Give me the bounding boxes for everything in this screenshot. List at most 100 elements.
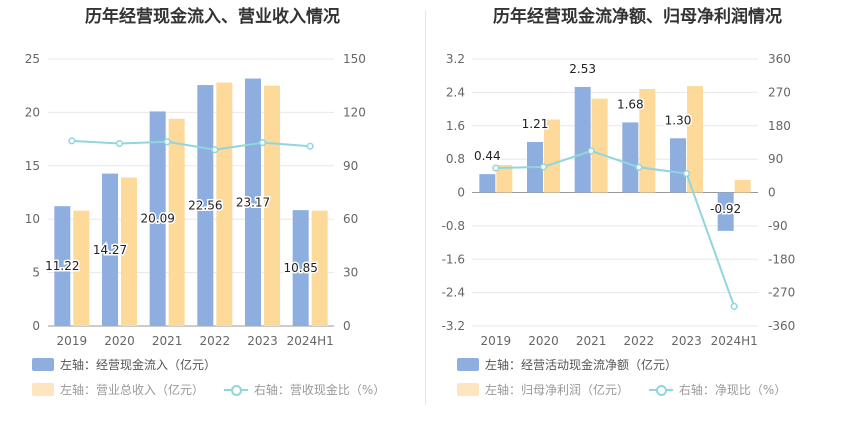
x-tick-label: 2019 xyxy=(57,334,88,348)
line-point xyxy=(682,170,691,178)
bar xyxy=(591,98,608,193)
bar xyxy=(197,85,214,326)
y-tick-label-left: -2.4 xyxy=(442,286,465,300)
legend-row-2: 左轴：归母净利润（亿元） 右轴：净现比（%） xyxy=(457,381,802,399)
bar xyxy=(670,138,686,193)
y-tick-label-right: 120 xyxy=(343,105,366,119)
bar xyxy=(73,210,90,326)
x-tick-label: 2021 xyxy=(152,334,183,348)
legend-swatch-blue xyxy=(32,358,54,371)
legend-item-net-cash-flow[interactable]: 左轴：经营活动现金流净额（亿元） xyxy=(457,356,677,373)
data-label: 11.22 xyxy=(45,259,79,273)
y-tick-label-right: -180 xyxy=(768,252,795,266)
legend-swatch-orange xyxy=(457,383,479,396)
bar xyxy=(687,86,703,193)
chart-panel-right: 历年经营现金流净额、归母净利润情况 -3.2 -360 -2.4 -270 -1.6 -1… xyxy=(425,0,850,437)
legend-item-net-cash-ratio[interactable]: 右轴：净现比（%） xyxy=(648,381,787,398)
line-point xyxy=(211,146,219,154)
legend-label: 左轴：经营现金流入（亿元） xyxy=(60,358,217,372)
data-label: 20.09 xyxy=(140,212,174,226)
bar xyxy=(54,206,71,326)
line-point xyxy=(258,139,267,147)
y-tick-label-left: 2.4 xyxy=(446,85,465,99)
data-label: 14.27 xyxy=(93,243,127,257)
legend-label: 左轴：营业总收入（亿元） xyxy=(60,383,205,397)
y-tick-label-left: 0 xyxy=(32,319,40,333)
y-tick-label-left: 1.6 xyxy=(446,119,465,133)
bar xyxy=(717,192,734,231)
chart-title: 历年经营现金流入、营业收入情况 xyxy=(85,7,340,27)
legend-item-ratio[interactable]: 右轴：营收现金比（%） xyxy=(223,381,386,398)
x-tick-label: 2022 xyxy=(624,334,655,348)
y-tick-label-right: 360 xyxy=(768,52,791,66)
y-tick-label-left: 3.2 xyxy=(446,52,465,66)
bar xyxy=(168,118,185,326)
data-label: 1.21 xyxy=(522,117,549,131)
legend-row-2: 左轴：营业总收入（亿元） 右轴：营收现金比（%） xyxy=(32,381,401,399)
x-tick-label: 2019 xyxy=(481,334,512,348)
bar xyxy=(574,86,591,193)
y-tick-label-left: -1.6 xyxy=(442,252,465,266)
data-label: -0.92 xyxy=(710,202,741,216)
y-tick-label-left: 25 xyxy=(25,52,40,66)
data-label: 1.68 xyxy=(617,97,644,111)
y-tick-label-right: 150 xyxy=(343,52,366,66)
bar xyxy=(216,82,233,326)
y-tick-label-left: 10 xyxy=(25,212,40,226)
line-point xyxy=(587,147,595,155)
bar xyxy=(292,210,309,326)
bar xyxy=(264,85,280,326)
chart-panel-left: 历年经营现金流入、营业收入情况 0 0 5 30 10 60 15 90 20 120 25 150 1… xyxy=(25,7,401,399)
data-label: 10.85 xyxy=(283,261,317,275)
legend-row-1: 左轴：经营现金流入（亿元） xyxy=(32,356,232,374)
ratio-line xyxy=(71,139,311,151)
legend-label: 左轴：归母净利润（亿元） xyxy=(485,383,630,397)
data-label: 2.53 xyxy=(569,62,596,76)
ratio-line xyxy=(495,149,736,307)
legend-item-revenue[interactable]: 左轴：营业总收入（亿元） xyxy=(32,381,204,398)
bar xyxy=(622,122,639,193)
y-tick-label-left: 0.8 xyxy=(446,152,465,166)
chart-canvas: 0 0 5 30 10 60 15 90 20 120 25 150 11.22 14.27 20.09 22… xyxy=(25,52,366,348)
line-point xyxy=(539,163,548,171)
panel-divider xyxy=(425,10,426,405)
legend-swatch-orange xyxy=(32,383,54,396)
legend-label: 右轴：营收现金比（%） xyxy=(253,383,386,397)
line-point xyxy=(115,140,124,148)
x-tick-label: 2021 xyxy=(576,334,607,348)
y-tick-label-left: 15 xyxy=(25,159,40,173)
bar xyxy=(102,173,118,326)
y-tick-label-left: -3.2 xyxy=(442,319,465,333)
legend-line-icon xyxy=(223,383,248,396)
bar xyxy=(121,177,137,326)
y-tick-label-right: 30 xyxy=(343,266,358,280)
y-tick-label-left: 5 xyxy=(32,266,40,280)
y-tick-label-left: -0.8 xyxy=(442,219,465,233)
y-tick-label-right: -360 xyxy=(768,319,795,333)
y-tick-label-right: -90 xyxy=(768,219,788,233)
chart-canvas: -3.2 -360 -2.4 -270 -1.6 -180 -0.8 -90 0 0 0.8 90 1.… xyxy=(442,52,796,348)
line-point xyxy=(68,137,76,145)
line-point xyxy=(635,163,643,171)
bar xyxy=(496,164,513,193)
y-tick-label-right: 270 xyxy=(768,85,791,99)
x-tick-label: 2020 xyxy=(104,334,135,348)
y-tick-label-right: 90 xyxy=(343,159,358,173)
x-tick-label: 2024H1 xyxy=(711,334,758,348)
y-tick-label-right: 60 xyxy=(343,212,358,226)
legend-line-icon xyxy=(648,383,673,396)
legend-item-cash-inflow[interactable]: 左轴：经营现金流入（亿元） xyxy=(32,356,216,373)
legend-item-net-profit[interactable]: 左轴：归母净利润（亿元） xyxy=(457,381,629,398)
bar xyxy=(311,210,328,326)
x-tick-label: 2020 xyxy=(528,334,559,348)
data-label: 0.44 xyxy=(474,149,501,163)
y-tick-label-left: 20 xyxy=(25,105,40,119)
y-tick-label-right: 90 xyxy=(768,152,783,166)
bar xyxy=(734,179,751,193)
legend-label: 左轴：经营活动现金流净额（亿元） xyxy=(485,358,678,372)
chart-title: 历年经营现金流净额、归母净利润情况 xyxy=(493,7,782,27)
bar xyxy=(149,111,166,326)
legend-label: 右轴：净现比（%） xyxy=(678,383,787,397)
x-tick-label: 2023 xyxy=(247,334,278,348)
